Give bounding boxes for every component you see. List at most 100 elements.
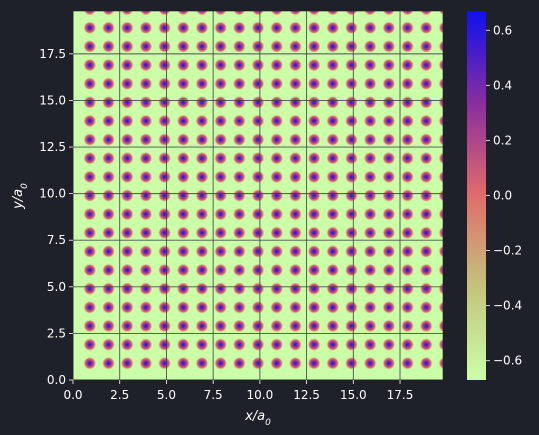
- lattice-peak: [120, 226, 134, 240]
- lattice-peak: [176, 76, 190, 91]
- lattice-peak: [213, 58, 228, 72]
- lattice-peak: [344, 95, 359, 110]
- lattice-peak: [438, 263, 443, 277]
- lattice-peak: [326, 226, 340, 240]
- lattice-peak: [213, 337, 228, 352]
- lattice-peak: [269, 226, 284, 240]
- lattice-peak: [438, 151, 443, 165]
- lattice-peak: [232, 95, 247, 110]
- lattice-peak: [307, 188, 321, 203]
- lattice-peak: [120, 207, 134, 221]
- lattice-peak: [400, 226, 415, 240]
- lattice-peak: [344, 11, 358, 16]
- lattice-peak: [120, 263, 134, 277]
- lattice-peak: [213, 319, 228, 333]
- lattice-peak: [419, 319, 433, 333]
- lattice-peak: [195, 300, 209, 315]
- lattice-peak: [195, 281, 209, 296]
- lattice-peak: [120, 170, 134, 184]
- lattice-peak: [344, 114, 359, 128]
- lattice-peak: [213, 21, 228, 35]
- lattice-peak: [344, 337, 359, 352]
- lattice-peak: [157, 319, 172, 333]
- lattice-peak: [120, 319, 134, 333]
- lattice-peak: [269, 207, 284, 221]
- lattice-peak: [101, 281, 116, 296]
- lattice-peak: [251, 151, 265, 165]
- lattice-peak: [83, 151, 97, 165]
- lattice-peak: [438, 226, 443, 240]
- lattice-peak: [344, 244, 359, 259]
- lattice-peak: [157, 356, 172, 370]
- lattice-peak: [344, 263, 359, 277]
- lattice-peak: [176, 281, 190, 296]
- lattice-peak: [269, 58, 284, 72]
- lattice-peak: [269, 319, 284, 333]
- lattice-peak: [363, 39, 377, 54]
- lattice-peak: [232, 21, 247, 35]
- lattice-peak: [157, 281, 172, 296]
- lattice-peak: [363, 188, 377, 203]
- lattice-peak: [83, 132, 97, 147]
- lattice-peak: [139, 356, 153, 370]
- lattice-peak: [307, 151, 321, 165]
- lattice-peak: [400, 58, 415, 72]
- lattice-peak: [232, 300, 247, 315]
- lattice-peak: [158, 11, 172, 16]
- lattice-peak: [213, 226, 228, 240]
- plot-frame: [72, 10, 444, 381]
- lattice-peak: [176, 21, 190, 35]
- y-tick-label: 12.5: [39, 140, 66, 154]
- lattice-peak: [232, 244, 247, 259]
- lattice-peak: [344, 281, 359, 296]
- lattice-peak: [195, 263, 209, 277]
- lattice-peak: [288, 319, 303, 333]
- lattice-peak: [83, 337, 97, 352]
- lattice-peak: [83, 300, 97, 315]
- lattice-peak: [176, 337, 190, 352]
- lattice-peak: [157, 170, 172, 184]
- lattice-peak: [438, 11, 443, 16]
- lattice-peak: [83, 170, 97, 184]
- lattice-peak: [195, 244, 209, 259]
- lattice-peak: [326, 188, 340, 203]
- lattice-peak: [419, 263, 433, 277]
- lattice-peak: [83, 76, 97, 91]
- lattice-peak: [251, 114, 265, 128]
- lattice-peak: [139, 132, 153, 147]
- lattice-peak: [419, 39, 433, 54]
- heatmap-area: [72, 10, 444, 381]
- lattice-peak: [344, 151, 359, 165]
- lattice-peak: [326, 76, 340, 91]
- lattice-peak: [307, 170, 321, 184]
- lattice-peak: [139, 170, 153, 184]
- lattice-peak: [307, 114, 321, 128]
- lattice-peak: [101, 263, 116, 277]
- lattice-peak: [139, 58, 153, 72]
- lattice-peak: [269, 356, 284, 370]
- lattice-peak: [269, 39, 284, 54]
- lattice-peak: [195, 11, 209, 16]
- lattice-peak: [382, 39, 396, 54]
- lattice-peak: [157, 207, 172, 221]
- lattice-peak: [157, 151, 172, 165]
- lattice-peak: [232, 11, 246, 16]
- lattice-peak: [213, 263, 228, 277]
- lattice-peak: [101, 188, 116, 203]
- y-tick-label: 15.0: [39, 93, 66, 107]
- lattice-peak: [326, 281, 340, 296]
- lattice-peak: [120, 300, 134, 315]
- lattice-peak: [288, 226, 303, 240]
- lattice-peak: [176, 263, 190, 277]
- x-axis-label: x/a0: [244, 409, 271, 428]
- colorbar-gradient: [467, 11, 486, 380]
- lattice-peak: [419, 226, 433, 240]
- colorbar-tick-label: −0.4: [493, 299, 522, 313]
- lattice-peak: [83, 263, 97, 277]
- lattice-peak: [419, 11, 433, 16]
- lattice-peak: [344, 188, 359, 203]
- lattice-peak: [176, 207, 190, 221]
- lattice-peak: [120, 11, 134, 16]
- colorbar-tick-label: 0.2: [493, 133, 512, 147]
